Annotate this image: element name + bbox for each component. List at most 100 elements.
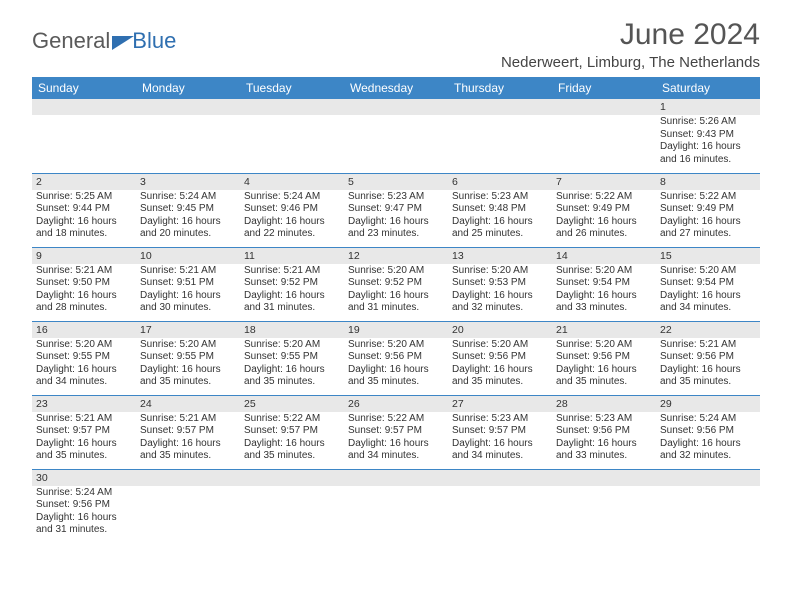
calendar-cell: 24Sunrise: 5:21 AMSunset: 9:57 PMDayligh… — [136, 395, 240, 469]
day-details: Sunrise: 5:22 AMSunset: 9:57 PMDaylight:… — [344, 412, 448, 465]
day-header: Thursday — [448, 77, 552, 99]
day-details: Sunrise: 5:25 AMSunset: 9:44 PMDaylight:… — [32, 190, 136, 243]
day-number: 7 — [552, 174, 656, 190]
day-details: Sunrise: 5:21 AMSunset: 9:56 PMDaylight:… — [656, 338, 760, 391]
calendar-cell — [448, 469, 552, 543]
calendar-cell — [240, 99, 344, 173]
day-header: Wednesday — [344, 77, 448, 99]
day-header: Saturday — [656, 77, 760, 99]
day-number: 25 — [240, 396, 344, 412]
calendar-cell: 9Sunrise: 5:21 AMSunset: 9:50 PMDaylight… — [32, 247, 136, 321]
day-details: Sunrise: 5:24 AMSunset: 9:56 PMDaylight:… — [32, 486, 136, 539]
calendar-cell: 18Sunrise: 5:20 AMSunset: 9:55 PMDayligh… — [240, 321, 344, 395]
day-number: 20 — [448, 322, 552, 338]
calendar-week-row: 23Sunrise: 5:21 AMSunset: 9:57 PMDayligh… — [32, 395, 760, 469]
calendar-cell: 30Sunrise: 5:24 AMSunset: 9:56 PMDayligh… — [32, 469, 136, 543]
day-details: Sunrise: 5:20 AMSunset: 9:55 PMDaylight:… — [32, 338, 136, 391]
day-details: Sunrise: 5:23 AMSunset: 9:48 PMDaylight:… — [448, 190, 552, 243]
location: Nederweert, Limburg, The Netherlands — [501, 54, 760, 71]
day-number: 1 — [656, 99, 760, 115]
day-details: Sunrise: 5:22 AMSunset: 9:49 PMDaylight:… — [552, 190, 656, 243]
calendar-cell — [552, 99, 656, 173]
day-number: 21 — [552, 322, 656, 338]
calendar-cell: 16Sunrise: 5:20 AMSunset: 9:55 PMDayligh… — [32, 321, 136, 395]
logo-text-1: General — [32, 28, 110, 54]
calendar-cell: 17Sunrise: 5:20 AMSunset: 9:55 PMDayligh… — [136, 321, 240, 395]
day-header: Tuesday — [240, 77, 344, 99]
day-details: Sunrise: 5:20 AMSunset: 9:54 PMDaylight:… — [552, 264, 656, 317]
day-header: Sunday — [32, 77, 136, 99]
day-number: 9 — [32, 248, 136, 264]
calendar-cell — [552, 469, 656, 543]
calendar-cell: 22Sunrise: 5:21 AMSunset: 9:56 PMDayligh… — [656, 321, 760, 395]
day-details: Sunrise: 5:24 AMSunset: 9:56 PMDaylight:… — [656, 412, 760, 465]
calendar-cell: 25Sunrise: 5:22 AMSunset: 9:57 PMDayligh… — [240, 395, 344, 469]
day-number: 8 — [656, 174, 760, 190]
month-title: June 2024 — [501, 18, 760, 52]
calendar-cell: 21Sunrise: 5:20 AMSunset: 9:56 PMDayligh… — [552, 321, 656, 395]
day-details: Sunrise: 5:20 AMSunset: 9:56 PMDaylight:… — [448, 338, 552, 391]
day-details: Sunrise: 5:23 AMSunset: 9:56 PMDaylight:… — [552, 412, 656, 465]
day-number: 24 — [136, 396, 240, 412]
day-details: Sunrise: 5:21 AMSunset: 9:57 PMDaylight:… — [32, 412, 136, 465]
day-number: 4 — [240, 174, 344, 190]
calendar-cell — [448, 99, 552, 173]
calendar-cell: 8Sunrise: 5:22 AMSunset: 9:49 PMDaylight… — [656, 173, 760, 247]
calendar-cell: 11Sunrise: 5:21 AMSunset: 9:52 PMDayligh… — [240, 247, 344, 321]
day-details: Sunrise: 5:20 AMSunset: 9:54 PMDaylight:… — [656, 264, 760, 317]
calendar-cell: 6Sunrise: 5:23 AMSunset: 9:48 PMDaylight… — [448, 173, 552, 247]
day-number: 6 — [448, 174, 552, 190]
day-details: Sunrise: 5:26 AMSunset: 9:43 PMDaylight:… — [656, 115, 760, 168]
calendar-week-row: 1Sunrise: 5:26 AMSunset: 9:43 PMDaylight… — [32, 99, 760, 173]
calendar-cell: 2Sunrise: 5:25 AMSunset: 9:44 PMDaylight… — [32, 173, 136, 247]
day-details: Sunrise: 5:22 AMSunset: 9:57 PMDaylight:… — [240, 412, 344, 465]
calendar-cell — [32, 99, 136, 173]
calendar-cell — [344, 99, 448, 173]
day-number: 15 — [656, 248, 760, 264]
day-number: 12 — [344, 248, 448, 264]
day-number: 26 — [344, 396, 448, 412]
day-details: Sunrise: 5:24 AMSunset: 9:46 PMDaylight:… — [240, 190, 344, 243]
day-number: 28 — [552, 396, 656, 412]
day-number: 22 — [656, 322, 760, 338]
day-number: 30 — [32, 470, 136, 486]
logo-text-2: Blue — [132, 28, 176, 54]
calendar-week-row: 9Sunrise: 5:21 AMSunset: 9:50 PMDaylight… — [32, 247, 760, 321]
day-number: 14 — [552, 248, 656, 264]
day-number: 11 — [240, 248, 344, 264]
day-details: Sunrise: 5:20 AMSunset: 9:55 PMDaylight:… — [240, 338, 344, 391]
calendar-week-row: 30Sunrise: 5:24 AMSunset: 9:56 PMDayligh… — [32, 469, 760, 543]
calendar-cell: 27Sunrise: 5:23 AMSunset: 9:57 PMDayligh… — [448, 395, 552, 469]
calendar-cell: 10Sunrise: 5:21 AMSunset: 9:51 PMDayligh… — [136, 247, 240, 321]
calendar-cell: 12Sunrise: 5:20 AMSunset: 9:52 PMDayligh… — [344, 247, 448, 321]
calendar-cell — [136, 99, 240, 173]
day-header: Friday — [552, 77, 656, 99]
day-number: 27 — [448, 396, 552, 412]
day-number: 2 — [32, 174, 136, 190]
day-details: Sunrise: 5:24 AMSunset: 9:45 PMDaylight:… — [136, 190, 240, 243]
calendar-cell — [240, 469, 344, 543]
day-details: Sunrise: 5:21 AMSunset: 9:57 PMDaylight:… — [136, 412, 240, 465]
calendar-cell: 26Sunrise: 5:22 AMSunset: 9:57 PMDayligh… — [344, 395, 448, 469]
calendar-cell — [344, 469, 448, 543]
calendar-cell: 14Sunrise: 5:20 AMSunset: 9:54 PMDayligh… — [552, 247, 656, 321]
calendar-cell: 19Sunrise: 5:20 AMSunset: 9:56 PMDayligh… — [344, 321, 448, 395]
calendar-cell — [656, 469, 760, 543]
day-number: 17 — [136, 322, 240, 338]
day-details: Sunrise: 5:20 AMSunset: 9:53 PMDaylight:… — [448, 264, 552, 317]
calendar-cell: 29Sunrise: 5:24 AMSunset: 9:56 PMDayligh… — [656, 395, 760, 469]
day-details: Sunrise: 5:21 AMSunset: 9:50 PMDaylight:… — [32, 264, 136, 317]
logo: General Blue — [32, 28, 176, 54]
day-number: 18 — [240, 322, 344, 338]
day-details: Sunrise: 5:23 AMSunset: 9:47 PMDaylight:… — [344, 190, 448, 243]
calendar-cell: 3Sunrise: 5:24 AMSunset: 9:45 PMDaylight… — [136, 173, 240, 247]
day-number: 23 — [32, 396, 136, 412]
day-details: Sunrise: 5:22 AMSunset: 9:49 PMDaylight:… — [656, 190, 760, 243]
calendar-cell: 28Sunrise: 5:23 AMSunset: 9:56 PMDayligh… — [552, 395, 656, 469]
day-details: Sunrise: 5:23 AMSunset: 9:57 PMDaylight:… — [448, 412, 552, 465]
day-details: Sunrise: 5:20 AMSunset: 9:56 PMDaylight:… — [344, 338, 448, 391]
logo-triangle-icon — [112, 36, 134, 50]
calendar-table: Sunday Monday Tuesday Wednesday Thursday… — [32, 77, 760, 543]
day-number: 13 — [448, 248, 552, 264]
day-header: Monday — [136, 77, 240, 99]
